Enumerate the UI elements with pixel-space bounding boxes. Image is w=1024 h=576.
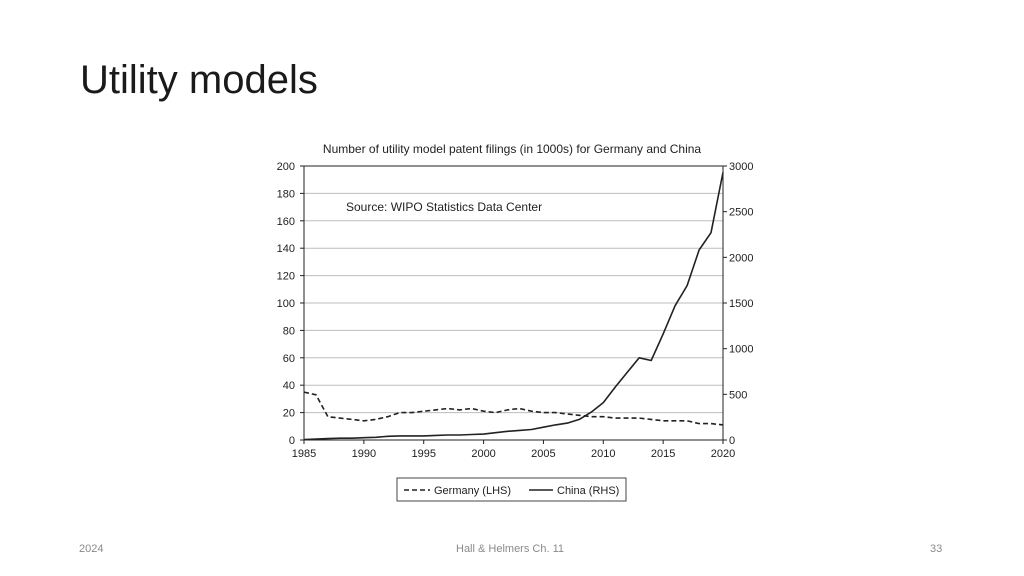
left-tick-label: 160 <box>277 216 295 228</box>
left-tick-label: 40 <box>283 380 295 392</box>
source-annotation: Source: WIPO Statistics Data Center <box>346 200 542 214</box>
left-tick-label: 100 <box>277 298 295 310</box>
slide-number: 33 <box>930 543 943 555</box>
legend-label-germany: Germany (LHS) <box>434 485 511 497</box>
x-tick-label: 2000 <box>471 448 495 460</box>
left-tick-label: 20 <box>283 408 295 420</box>
chart-title: Number of utility model patent filings (… <box>323 142 702 156</box>
left-tick-label: 200 <box>277 161 295 173</box>
x-axis: 1985 1990 1995 2000 2005 2010 2015 2020 <box>292 440 735 460</box>
chart-legend: Germany (LHS) China (RHS) <box>396 477 627 502</box>
series-line-china <box>303 172 724 441</box>
right-tick-label: 1000 <box>729 344 753 356</box>
right-tick-label: 2000 <box>729 252 753 264</box>
x-tick-label: 1995 <box>411 448 435 460</box>
legend-label-china: China (RHS) <box>557 485 619 497</box>
footer-source: Hall & Helmers Ch. 11 <box>456 543 564 555</box>
right-tick-label: 1500 <box>729 298 753 310</box>
left-tick-label: 180 <box>277 188 295 200</box>
left-tick-label: 0 <box>289 435 295 447</box>
left-tick-label: 140 <box>277 243 295 255</box>
left-tick-label: 80 <box>283 325 295 337</box>
left-axis: 0 20 40 60 80 100 120 140 160 180 200 <box>277 161 304 447</box>
right-tick-label: 0 <box>729 435 735 447</box>
right-tick-label: 3000 <box>729 161 753 173</box>
footer-date: 2024 <box>79 543 104 555</box>
x-tick-label: 1985 <box>292 448 316 460</box>
left-tick-label: 120 <box>277 271 295 283</box>
left-tick-label: 60 <box>283 353 295 365</box>
x-tick-label: 2010 <box>591 448 615 460</box>
right-tick-label: 2500 <box>729 207 753 219</box>
series-layer <box>303 172 724 441</box>
slide-title: Utility models <box>80 58 318 102</box>
x-tick-label: 2015 <box>651 448 675 460</box>
legend-box <box>396 477 627 502</box>
right-axis: 0 500 1000 1500 2000 2500 3000 <box>723 161 753 447</box>
right-tick-label: 500 <box>729 389 747 401</box>
x-tick-label: 2020 <box>711 448 735 460</box>
x-tick-label: 2005 <box>531 448 555 460</box>
series-line-germany <box>303 391 724 426</box>
x-tick-label: 1990 <box>352 448 376 460</box>
